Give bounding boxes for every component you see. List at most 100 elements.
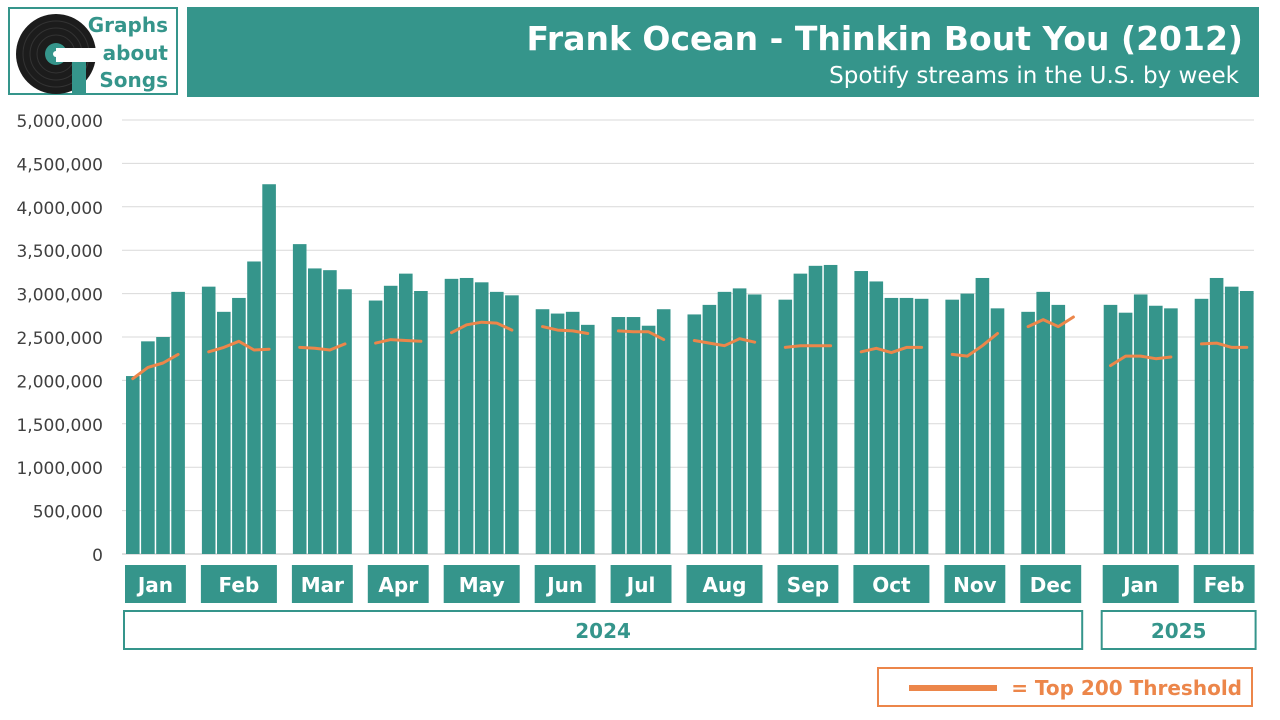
month-label-box bbox=[686, 565, 763, 603]
month-label: Mar bbox=[301, 573, 344, 597]
month-label-box bbox=[534, 565, 596, 603]
y-tick-label: 3,000,000 bbox=[16, 286, 103, 306]
bar bbox=[1118, 312, 1133, 554]
year-label: 2024 bbox=[575, 619, 631, 643]
bar bbox=[656, 309, 671, 554]
bar bbox=[1036, 291, 1050, 554]
bar bbox=[459, 277, 474, 554]
bar bbox=[945, 299, 959, 554]
bar bbox=[732, 288, 747, 554]
bar bbox=[323, 270, 337, 554]
bar bbox=[399, 273, 413, 554]
month-label: Feb bbox=[1204, 573, 1245, 597]
threshold-line bbox=[541, 325, 590, 335]
logo-text-about: about bbox=[102, 41, 168, 65]
bar bbox=[126, 376, 140, 554]
bar bbox=[960, 293, 975, 554]
threshold-line bbox=[950, 332, 999, 358]
legend: = Top 200 Threshold bbox=[877, 667, 1253, 707]
month-label-box bbox=[1020, 565, 1082, 603]
bar bbox=[535, 309, 550, 554]
threshold-line bbox=[1200, 341, 1249, 349]
bar bbox=[262, 184, 276, 554]
bar bbox=[232, 297, 246, 554]
month-label: Oct bbox=[872, 573, 911, 597]
bar bbox=[156, 337, 170, 554]
month-label: Sep bbox=[787, 573, 829, 597]
bar bbox=[550, 313, 565, 554]
logo: Graphs about Songs bbox=[8, 7, 178, 95]
bar bbox=[869, 281, 884, 554]
y-tick-label: 4,000,000 bbox=[16, 199, 103, 219]
bar bbox=[292, 244, 307, 554]
chart-title: Frank Ocean - Thinkin Bout You (2012) bbox=[526, 19, 1244, 58]
bar bbox=[899, 297, 914, 554]
bar bbox=[641, 325, 656, 554]
bar bbox=[808, 265, 823, 554]
y-tick-label: 0 bbox=[92, 546, 103, 566]
month-label-box bbox=[443, 565, 520, 603]
logo-text-graphs: Graphs bbox=[87, 13, 168, 37]
month-label-box bbox=[610, 565, 672, 603]
bar bbox=[368, 300, 383, 554]
bar bbox=[1133, 294, 1148, 554]
bar bbox=[171, 291, 185, 554]
vinyl-record-icon bbox=[16, 14, 104, 94]
month-label-box bbox=[1102, 565, 1179, 603]
month-label-box bbox=[944, 565, 1006, 603]
threshold-line bbox=[1026, 315, 1075, 329]
threshold-line bbox=[207, 339, 271, 354]
month-label: Aug bbox=[702, 573, 746, 597]
month-label: Jun bbox=[545, 573, 583, 597]
month-label-box bbox=[125, 565, 186, 603]
bar bbox=[914, 298, 929, 554]
bar bbox=[338, 289, 352, 554]
y-tick-label: 2,000,000 bbox=[16, 372, 103, 392]
bar bbox=[793, 273, 808, 554]
bar bbox=[474, 282, 489, 554]
threshold-line bbox=[859, 345, 924, 355]
month-label: Dec bbox=[1030, 573, 1072, 597]
bar bbox=[747, 294, 762, 554]
year-label-box bbox=[1100, 610, 1257, 650]
month-label: May bbox=[459, 573, 505, 597]
threshold-line bbox=[1109, 354, 1173, 368]
bar bbox=[444, 278, 459, 554]
month-label-box bbox=[291, 565, 353, 603]
threshold-line bbox=[450, 320, 514, 335]
threshold-line bbox=[692, 337, 757, 348]
bar bbox=[687, 314, 702, 554]
bar bbox=[990, 308, 1005, 554]
bar bbox=[581, 324, 595, 554]
y-tick-label: 1,500,000 bbox=[16, 416, 103, 436]
month-label-box bbox=[1193, 565, 1255, 603]
bar bbox=[490, 291, 504, 554]
legend-threshold-swatch bbox=[909, 685, 997, 691]
bar bbox=[1149, 305, 1163, 554]
month-label: Jul bbox=[625, 573, 656, 597]
bar bbox=[1164, 308, 1178, 554]
bar bbox=[1051, 304, 1066, 554]
threshold-line bbox=[374, 338, 423, 345]
y-tick-label: 2,500,000 bbox=[16, 329, 103, 349]
chart-subtitle: Spotify streams in the U.S. by week bbox=[829, 63, 1239, 89]
bar bbox=[611, 317, 626, 554]
threshold-line bbox=[616, 329, 666, 342]
year-label: 2025 bbox=[1151, 619, 1207, 643]
y-tick-label: 500,000 bbox=[33, 503, 103, 523]
y-tick-label: 5,000,000 bbox=[16, 112, 103, 132]
bar bbox=[383, 285, 398, 554]
month-label: Jan bbox=[136, 573, 173, 597]
bar bbox=[201, 286, 216, 554]
y-tick-label: 1,000,000 bbox=[16, 459, 103, 479]
threshold-line bbox=[783, 344, 833, 349]
y-tick-label: 4,500,000 bbox=[16, 155, 103, 175]
month-label: Jan bbox=[1121, 573, 1158, 597]
bar bbox=[717, 291, 732, 554]
bar bbox=[1021, 311, 1035, 554]
month-label-box bbox=[200, 565, 277, 603]
bar bbox=[414, 290, 428, 554]
month-label-box bbox=[853, 565, 930, 603]
bar bbox=[854, 271, 868, 554]
